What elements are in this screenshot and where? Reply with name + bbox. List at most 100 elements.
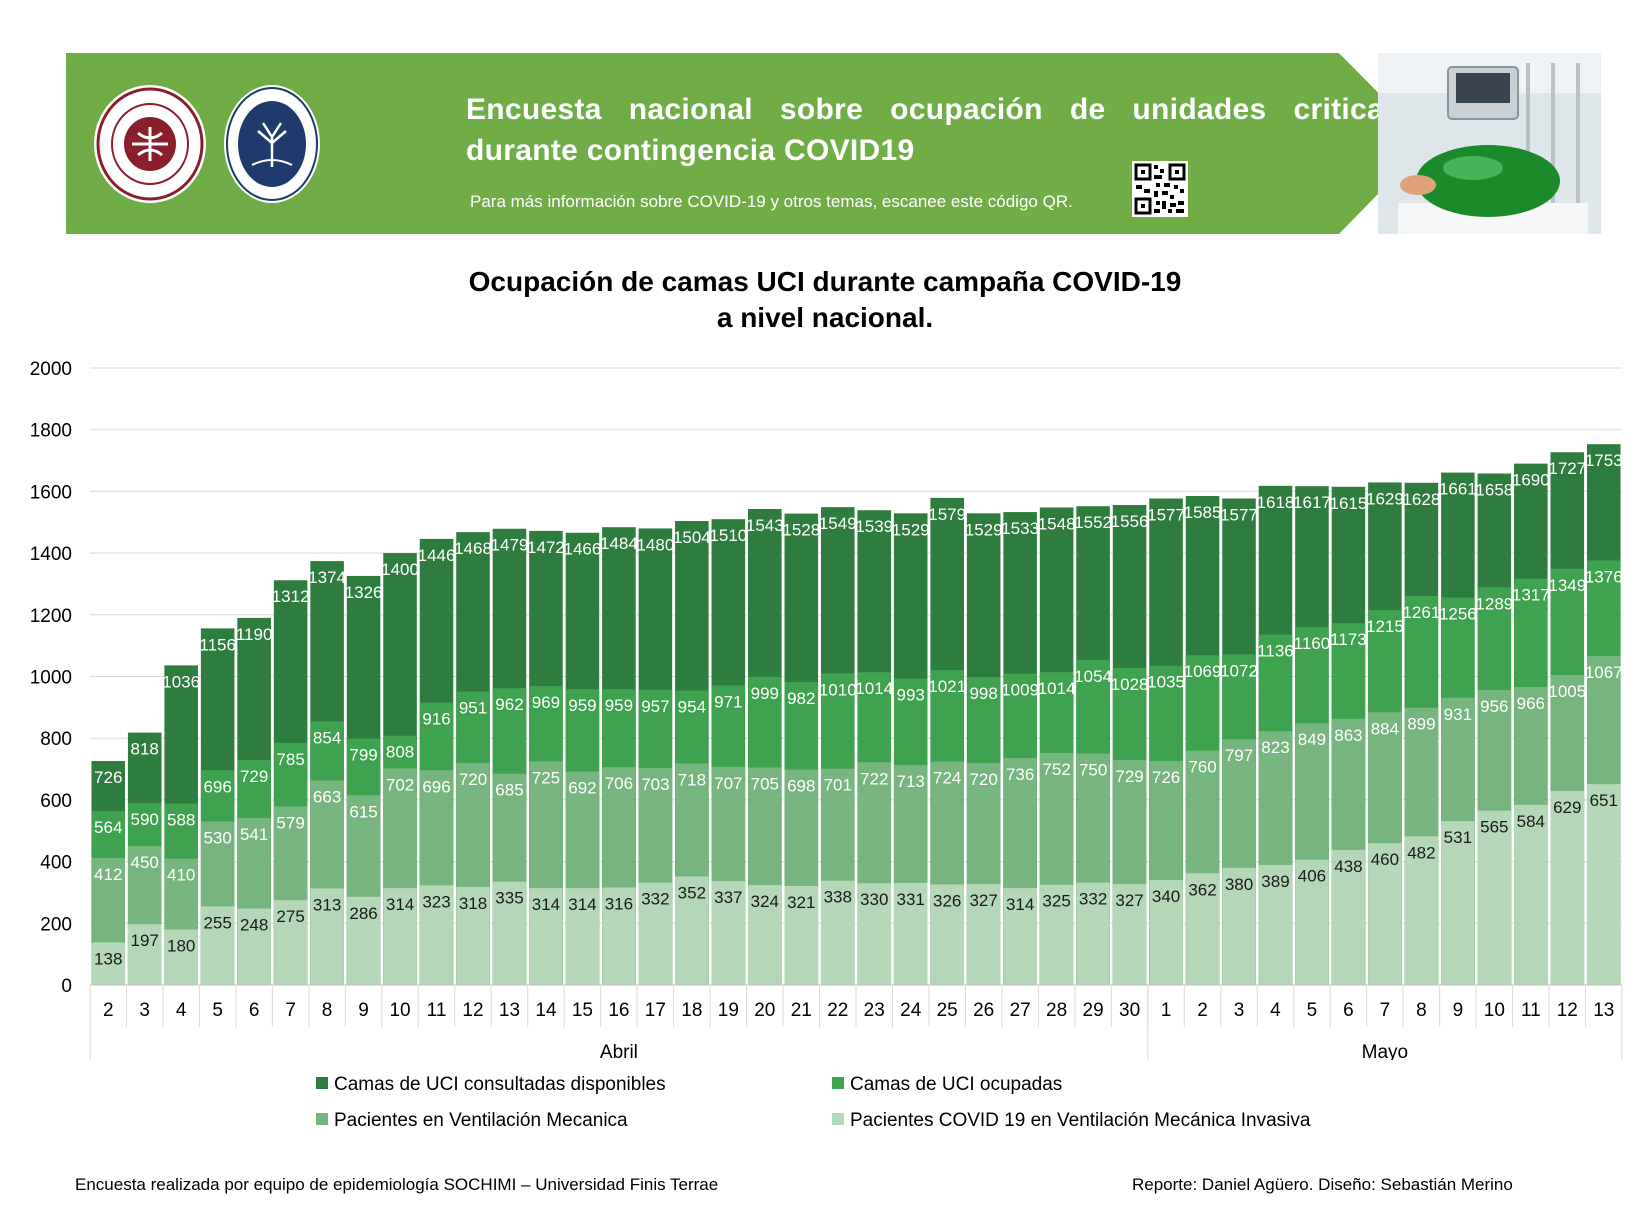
bar bbox=[784, 885, 819, 985]
data-label: 1067 bbox=[1585, 663, 1623, 682]
bar bbox=[529, 888, 563, 985]
data-label: 707 bbox=[714, 774, 742, 793]
x-tick-label: 7 bbox=[285, 1000, 296, 1021]
data-label: 482 bbox=[1407, 843, 1435, 862]
data-label: 286 bbox=[349, 904, 377, 923]
data-label: 729 bbox=[240, 767, 268, 786]
data-label: 752 bbox=[1042, 760, 1070, 779]
data-label: 1529 bbox=[965, 520, 1003, 539]
x-tick-label: 6 bbox=[1343, 1000, 1354, 1021]
chart-title-line-1: Ocupación de camas UCI durante campaña C… bbox=[468, 266, 1182, 297]
data-label: 808 bbox=[386, 743, 414, 762]
data-label: 962 bbox=[495, 695, 523, 714]
data-label: 799 bbox=[349, 746, 377, 765]
data-label: 999 bbox=[751, 684, 779, 703]
data-label: 1479 bbox=[491, 536, 529, 555]
data-label: 1466 bbox=[564, 540, 602, 559]
data-label: 314 bbox=[532, 895, 560, 914]
y-tick-label: 1400 bbox=[30, 544, 72, 565]
x-tick-label: 23 bbox=[864, 1000, 885, 1021]
legend-item-ventilacion: Pacientes en Ventilación Mecanica bbox=[316, 1110, 628, 1132]
x-tick-label: 13 bbox=[499, 1000, 520, 1021]
data-label: 362 bbox=[1188, 880, 1216, 899]
data-label: 685 bbox=[495, 781, 523, 800]
y-tick-label: 1800 bbox=[30, 421, 72, 442]
data-label: 450 bbox=[131, 853, 159, 872]
data-label: 332 bbox=[641, 890, 669, 909]
footer-right: Reporte: Daniel Agüero. Diseño: Sebastiá… bbox=[1132, 1175, 1513, 1194]
y-tick-label: 1200 bbox=[30, 606, 72, 627]
bar bbox=[164, 929, 198, 985]
legend-swatch bbox=[832, 1077, 844, 1089]
data-label: 1628 bbox=[1402, 490, 1440, 509]
data-label: 325 bbox=[1042, 892, 1070, 911]
data-label: 993 bbox=[897, 686, 925, 705]
x-tick-label: 21 bbox=[791, 1000, 812, 1021]
data-label: 564 bbox=[94, 818, 122, 837]
data-label: 1326 bbox=[345, 583, 383, 602]
data-label: 316 bbox=[605, 895, 633, 914]
x-tick-label: 12 bbox=[462, 1000, 483, 1021]
data-label: 951 bbox=[459, 699, 487, 718]
data-label: 1021 bbox=[928, 677, 966, 696]
data-label: 615 bbox=[349, 802, 377, 821]
data-label: 823 bbox=[1261, 738, 1289, 757]
data-label: 1556 bbox=[1111, 512, 1149, 531]
banner-title: Encuesta nacional sobre ocupación de uni… bbox=[466, 93, 1401, 167]
y-tick-label: 400 bbox=[40, 853, 72, 874]
data-label: 1289 bbox=[1475, 594, 1513, 613]
x-tick-label: 30 bbox=[1119, 1000, 1140, 1021]
bar bbox=[675, 876, 709, 985]
data-label: 1617 bbox=[1293, 493, 1331, 512]
bar bbox=[237, 908, 271, 985]
chart-title: Ocupación de camas UCI durante campaña C… bbox=[0, 264, 1650, 336]
data-label: 725 bbox=[532, 768, 560, 787]
data-label: 1661 bbox=[1439, 480, 1477, 499]
data-label: 1190 bbox=[236, 625, 273, 644]
data-label: 722 bbox=[860, 769, 888, 788]
data-label: 701 bbox=[824, 776, 852, 795]
data-label: 1036 bbox=[162, 672, 200, 691]
x-tick-label: 10 bbox=[1484, 1000, 1505, 1021]
ventilator-photo bbox=[1378, 53, 1601, 234]
data-label: 663 bbox=[313, 787, 341, 806]
data-label: 1484 bbox=[600, 534, 638, 553]
data-label: 696 bbox=[422, 777, 450, 796]
data-label: 318 bbox=[459, 894, 487, 913]
data-label: 706 bbox=[605, 774, 633, 793]
banner-subtitle: Para más información sobre COVID-19 y ot… bbox=[470, 192, 1073, 211]
legend-item-disponibles: Camas de UCI consultadas disponibles bbox=[316, 1074, 666, 1096]
data-label: 1173 bbox=[1330, 630, 1367, 649]
x-tick-label: 26 bbox=[973, 1000, 994, 1021]
data-label: 1658 bbox=[1475, 481, 1513, 500]
qr-code-icon bbox=[1132, 161, 1188, 217]
data-label: 760 bbox=[1188, 758, 1216, 777]
data-label: 718 bbox=[678, 770, 706, 789]
bar bbox=[1076, 882, 1110, 985]
y-tick-label: 800 bbox=[40, 729, 72, 750]
legend-item-covid-vmi: Pacientes COVID 19 en Ventilación Mecáni… bbox=[832, 1110, 1310, 1132]
x-tick-label: 4 bbox=[1270, 1000, 1281, 1021]
data-label: 337 bbox=[714, 888, 742, 907]
data-label: 1349 bbox=[1548, 576, 1586, 595]
bar bbox=[1441, 821, 1475, 985]
x-tick-label: 8 bbox=[1416, 1000, 1427, 1021]
bar bbox=[91, 942, 126, 985]
data-label: 692 bbox=[568, 779, 596, 798]
data-label: 1618 bbox=[1257, 493, 1295, 512]
data-label: 720 bbox=[969, 770, 997, 789]
data-label: 818 bbox=[131, 740, 159, 759]
data-label: 651 bbox=[1590, 791, 1618, 810]
bar bbox=[565, 888, 600, 985]
x-tick-label: 8 bbox=[322, 1000, 333, 1021]
data-label: 729 bbox=[1115, 767, 1143, 786]
x-tick-label: 5 bbox=[1307, 1000, 1318, 1021]
data-label: 389 bbox=[1261, 872, 1289, 891]
data-label: 1005 bbox=[1548, 682, 1586, 701]
x-tick-label: 3 bbox=[1234, 1000, 1245, 1021]
data-label: 338 bbox=[824, 888, 852, 907]
data-label: 713 bbox=[897, 772, 925, 791]
data-label: 696 bbox=[203, 777, 231, 796]
month-label: Abril bbox=[600, 1042, 638, 1060]
bar bbox=[1477, 810, 1512, 985]
